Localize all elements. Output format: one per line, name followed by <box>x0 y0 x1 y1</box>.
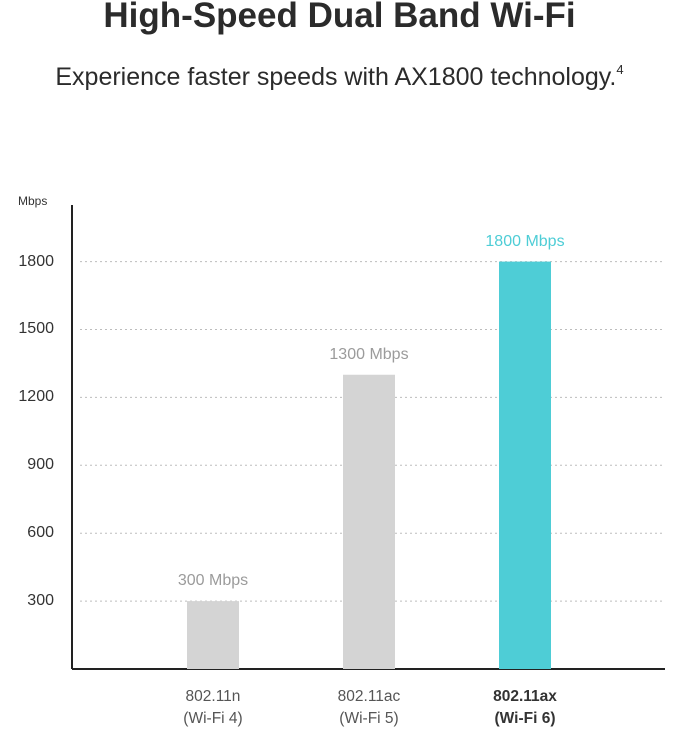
y-tick-label: 600 <box>27 524 54 542</box>
bar <box>187 601 239 669</box>
bar <box>343 374 395 669</box>
chart-subtitle: Experience faster speeds with AX1800 tec… <box>0 62 679 92</box>
y-tick-label: 1200 <box>18 388 54 406</box>
value-label: 1800 Mbps <box>485 232 565 250</box>
bar <box>499 261 551 669</box>
x-tick-label: 802.11ac (Wi-Fi 5) <box>337 688 401 727</box>
chart-title: High-Speed Dual Band Wi-Fi <box>103 0 576 35</box>
footnote-mark: 4 <box>616 62 624 77</box>
subtitle-text: Experience faster speeds with AX1800 tec… <box>55 63 617 91</box>
y-tick-label: 900 <box>27 456 54 474</box>
value-label: 300 Mbps <box>177 572 249 590</box>
value-label: 1300 Mbps <box>329 345 409 363</box>
x-tick-label: 802.11ax (Wi-Fi 6) <box>493 688 557 727</box>
x-tick-label: 802.11n (Wi-Fi 4) <box>183 688 243 727</box>
y-tick-label: 300 <box>27 592 54 610</box>
y-tick-label: 1800 <box>18 252 54 270</box>
y-axis-label: Mbps <box>18 194 48 208</box>
y-tick-label: 1500 <box>18 320 54 338</box>
